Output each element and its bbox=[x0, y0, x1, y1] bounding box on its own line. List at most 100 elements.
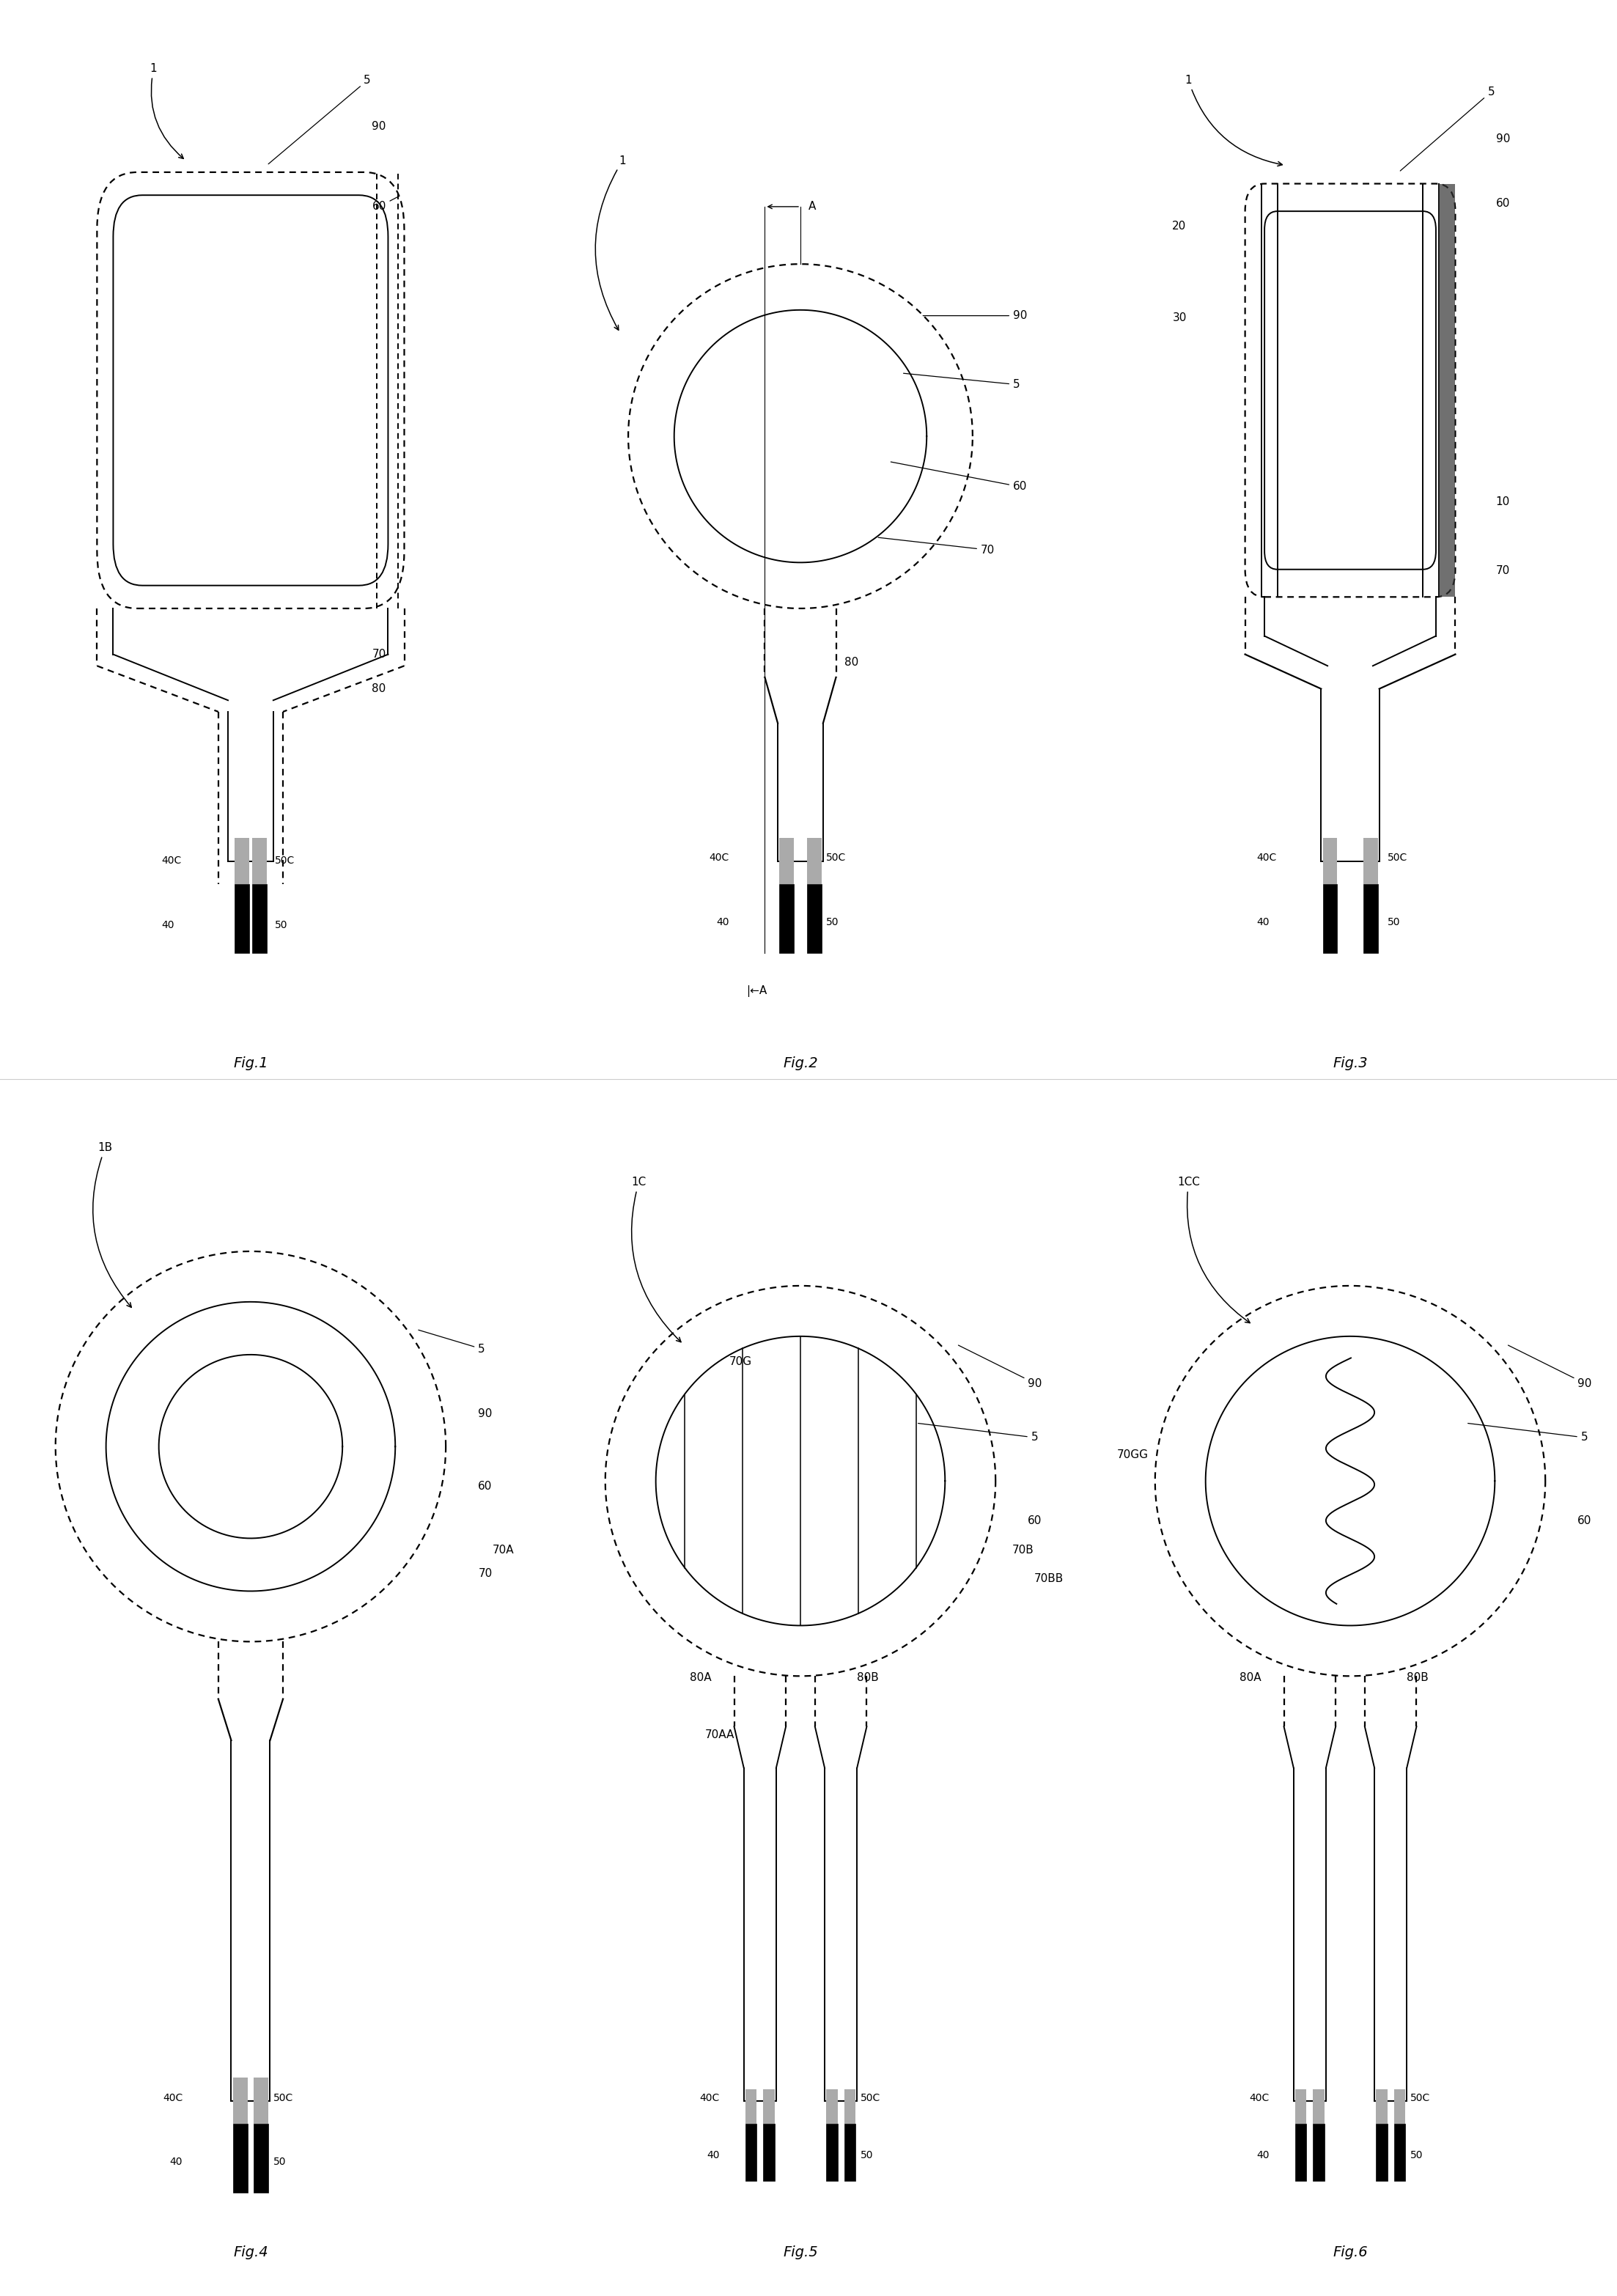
Text: Fig.1: Fig.1 bbox=[233, 1056, 268, 1070]
Text: 50C: 50C bbox=[275, 856, 294, 866]
Bar bbox=[254, 2124, 268, 2193]
Bar bbox=[252, 838, 267, 884]
Bar bbox=[745, 2089, 757, 2124]
Text: 60: 60 bbox=[891, 461, 1027, 491]
Text: 80A: 80A bbox=[1240, 1671, 1261, 1683]
Bar bbox=[233, 2124, 247, 2193]
Text: 50C: 50C bbox=[860, 2092, 880, 2103]
Text: 40C: 40C bbox=[162, 856, 181, 866]
Text: 70G: 70G bbox=[729, 1357, 752, 1368]
Text: 1: 1 bbox=[595, 156, 626, 331]
FancyBboxPatch shape bbox=[1264, 211, 1436, 569]
Bar bbox=[745, 2124, 757, 2181]
Text: 70: 70 bbox=[372, 650, 386, 659]
Text: 80: 80 bbox=[372, 684, 386, 693]
FancyBboxPatch shape bbox=[1245, 184, 1455, 597]
Text: 50: 50 bbox=[860, 2149, 873, 2161]
Text: 1CC: 1CC bbox=[1177, 1178, 1250, 1322]
Text: 40C: 40C bbox=[1250, 2092, 1269, 2103]
Bar bbox=[826, 2089, 838, 2124]
Bar bbox=[1313, 2124, 1324, 2181]
Bar bbox=[252, 884, 267, 953]
Bar bbox=[1323, 884, 1337, 953]
Text: 90: 90 bbox=[372, 122, 386, 131]
Text: 80B: 80B bbox=[1407, 1671, 1428, 1683]
Text: A: A bbox=[808, 202, 817, 211]
FancyBboxPatch shape bbox=[113, 195, 388, 585]
Text: 90: 90 bbox=[1496, 133, 1510, 145]
Text: 50: 50 bbox=[273, 2156, 286, 2167]
Text: 50C: 50C bbox=[1387, 852, 1407, 863]
Bar bbox=[233, 2078, 247, 2124]
Bar bbox=[1313, 2089, 1324, 2124]
Bar bbox=[844, 2124, 855, 2181]
Bar bbox=[254, 2078, 268, 2124]
Bar bbox=[1363, 884, 1378, 953]
Text: 80A: 80A bbox=[690, 1671, 711, 1683]
Text: 90: 90 bbox=[959, 1345, 1041, 1389]
Bar bbox=[234, 884, 249, 953]
Text: 50: 50 bbox=[1387, 916, 1400, 928]
Text: 5: 5 bbox=[1400, 87, 1494, 170]
Bar bbox=[807, 838, 821, 884]
Text: 40: 40 bbox=[170, 2156, 183, 2167]
Text: 90: 90 bbox=[1509, 1345, 1591, 1389]
Text: 40: 40 bbox=[1256, 2149, 1269, 2161]
Bar bbox=[1394, 2089, 1405, 2124]
Text: 1: 1 bbox=[1185, 76, 1282, 165]
Text: 70: 70 bbox=[878, 537, 994, 556]
Text: 70A: 70A bbox=[492, 1545, 514, 1554]
Bar bbox=[763, 2124, 775, 2181]
Text: 40: 40 bbox=[707, 2149, 720, 2161]
Bar bbox=[234, 838, 249, 884]
Bar bbox=[826, 2124, 838, 2181]
Text: |←A: |←A bbox=[747, 985, 766, 996]
Bar bbox=[763, 2089, 775, 2124]
Text: 70B: 70B bbox=[1012, 1545, 1033, 1554]
Text: 70BB: 70BB bbox=[1033, 1573, 1064, 1584]
Text: 40: 40 bbox=[716, 916, 729, 928]
Bar bbox=[779, 838, 794, 884]
Text: 70GG: 70GG bbox=[1117, 1449, 1148, 1460]
Bar bbox=[1295, 2124, 1307, 2181]
Text: 70AA: 70AA bbox=[705, 1729, 734, 1740]
Text: 40C: 40C bbox=[163, 2092, 183, 2103]
Text: 50: 50 bbox=[275, 921, 288, 930]
Bar bbox=[1363, 838, 1378, 884]
Text: 80B: 80B bbox=[857, 1671, 878, 1683]
Bar bbox=[1394, 2124, 1405, 2181]
Text: 1C: 1C bbox=[631, 1178, 681, 1343]
Text: 5: 5 bbox=[904, 374, 1020, 390]
FancyBboxPatch shape bbox=[97, 172, 404, 608]
Text: Fig.3: Fig.3 bbox=[1332, 1056, 1368, 1070]
Text: 40C: 40C bbox=[1256, 852, 1276, 863]
Text: 5: 5 bbox=[918, 1424, 1038, 1442]
Text: 5: 5 bbox=[268, 76, 370, 163]
Bar bbox=[844, 2089, 855, 2124]
Bar bbox=[1376, 2089, 1387, 2124]
Text: 70: 70 bbox=[479, 1568, 492, 1580]
Text: 60: 60 bbox=[1578, 1515, 1591, 1527]
Text: 50C: 50C bbox=[826, 852, 846, 863]
Bar bbox=[807, 884, 821, 953]
Text: 70: 70 bbox=[1496, 565, 1510, 576]
Text: Fig.2: Fig.2 bbox=[783, 1056, 818, 1070]
Text: 30: 30 bbox=[1172, 312, 1187, 324]
Text: 1B: 1B bbox=[92, 1143, 131, 1306]
Text: 60: 60 bbox=[372, 195, 399, 211]
Text: 90: 90 bbox=[923, 310, 1027, 321]
Text: 60: 60 bbox=[479, 1481, 492, 1492]
Text: 50: 50 bbox=[826, 916, 839, 928]
Bar bbox=[1376, 2124, 1387, 2181]
Text: 90: 90 bbox=[479, 1407, 492, 1419]
Text: 5: 5 bbox=[419, 1329, 485, 1355]
Text: 20: 20 bbox=[1172, 220, 1187, 232]
Text: 50C: 50C bbox=[1410, 2092, 1429, 2103]
Text: 50: 50 bbox=[1410, 2149, 1423, 2161]
Bar bbox=[1439, 184, 1455, 597]
Text: Fig.4: Fig.4 bbox=[233, 2245, 268, 2259]
Text: 80: 80 bbox=[844, 657, 859, 668]
Text: Fig.5: Fig.5 bbox=[783, 2245, 818, 2259]
Text: 40: 40 bbox=[162, 921, 175, 930]
Text: 60: 60 bbox=[1496, 197, 1510, 209]
